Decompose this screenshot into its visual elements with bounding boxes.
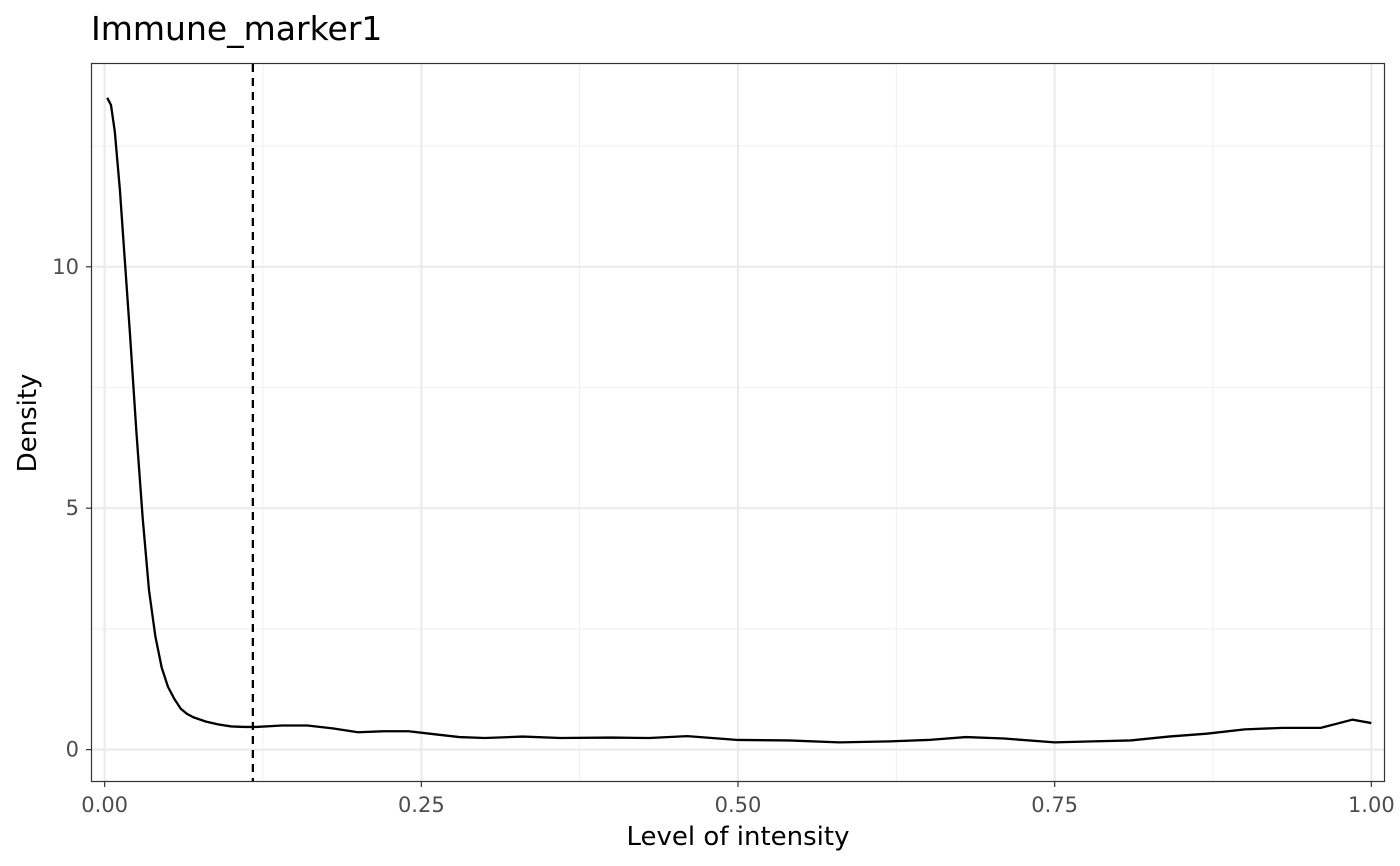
y-tick-label: 10: [52, 255, 79, 279]
major-grid: [92, 64, 1384, 781]
series-layer: [106, 97, 1372, 744]
x-tick-label: 0.50: [715, 793, 762, 817]
y-tick-label: 5: [66, 496, 79, 520]
x-axis-title: Level of intensity: [627, 822, 850, 852]
chart-title: Immune_marker1: [91, 9, 382, 48]
y-axis-title: Density: [13, 374, 43, 473]
density-curve: [106, 97, 1372, 744]
y-tick-label: 0: [66, 738, 79, 762]
x-tick-label: 0.25: [398, 793, 445, 817]
x-tick-label: 0.75: [1031, 793, 1078, 817]
x-tick-label: 1.00: [1348, 793, 1395, 817]
x-axis: 0.00 0.25 0.50 0.75 1.00: [81, 781, 1395, 817]
x-tick-label: 0.00: [81, 793, 128, 817]
y-axis: 0 5 10: [52, 255, 92, 762]
